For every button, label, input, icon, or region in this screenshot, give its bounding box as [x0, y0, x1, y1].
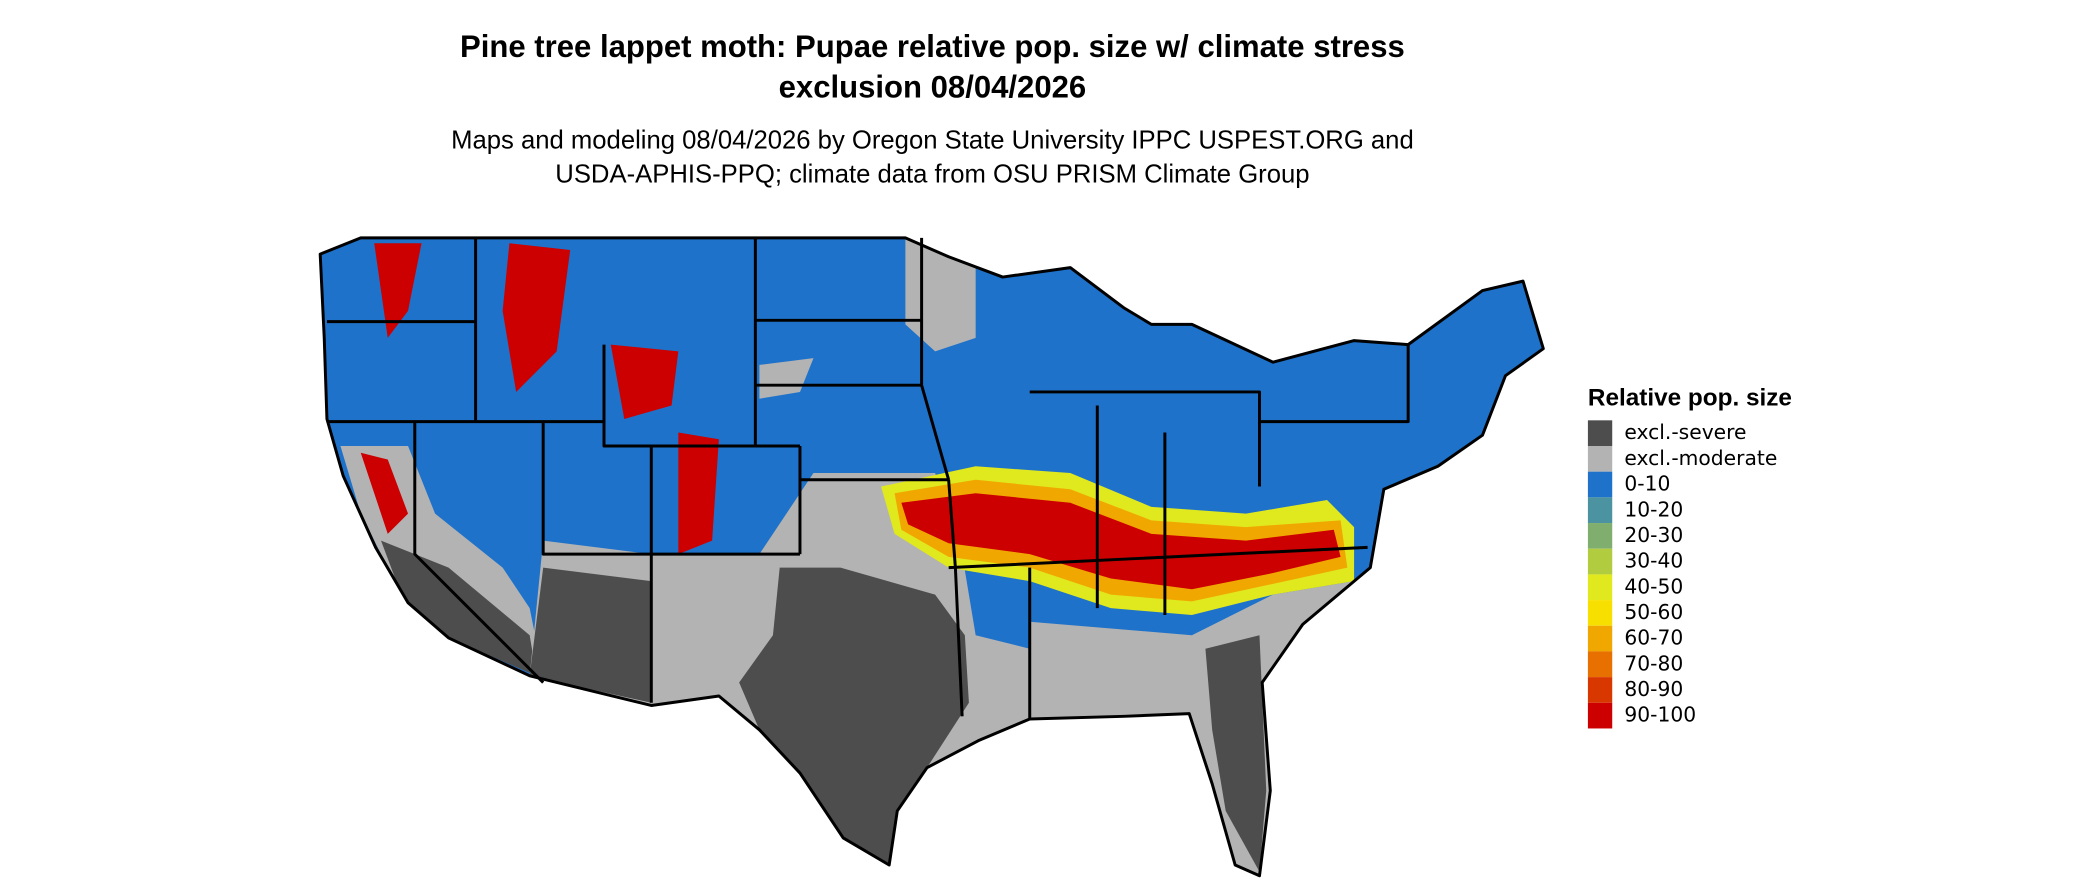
region-darkgray — [529, 567, 969, 865]
legend-label: 0-10 — [1624, 472, 1670, 496]
subtitle: USDA-APHIS-PPQ; climate data from OSU PR… — [555, 160, 1309, 188]
state-border — [326, 237, 1410, 720]
title: Pine tree lappet moth: Pupae relative po… — [460, 29, 1405, 64]
legend-swatch — [1587, 523, 1613, 549]
legend-swatch — [1587, 446, 1613, 472]
legend-swatch — [1587, 677, 1613, 703]
legend-label: excl.-severe — [1624, 420, 1746, 444]
legend-label: 70-80 — [1624, 651, 1683, 675]
legend-label: 50-60 — [1624, 600, 1683, 624]
region-red — [901, 493, 1341, 590]
legend-label: excl.-moderate — [1624, 446, 1777, 470]
legend-label: 90-100 — [1624, 703, 1696, 727]
subtitle: Maps and modeling 08/04/2026 by Oregon S… — [451, 127, 1414, 155]
us-map — [318, 236, 1545, 878]
legend-swatch — [1587, 574, 1613, 601]
region-darkgray — [1205, 635, 1267, 872]
legend: Relative pop. size excl.-severeexcl.-mod… — [1587, 384, 1792, 729]
legend-swatch — [1587, 651, 1613, 678]
legend-title: Relative pop. size — [1588, 384, 1792, 411]
legend-swatch — [1587, 702, 1613, 729]
legend-label: 20-30 — [1624, 523, 1683, 547]
legend-swatch — [1587, 548, 1613, 575]
title: exclusion 08/04/2026 — [779, 69, 1087, 104]
legend-swatch — [1587, 625, 1613, 652]
region-red — [360, 243, 719, 555]
legend-swatch — [1587, 497, 1613, 524]
legend-label: 60-70 — [1624, 626, 1683, 650]
legend-label: 30-40 — [1624, 549, 1683, 573]
legend-label: 80-90 — [1624, 677, 1683, 701]
legend-label: 10-20 — [1624, 497, 1683, 521]
region-gray — [1029, 581, 1371, 876]
legend-swatch — [1587, 600, 1613, 626]
legend-swatch — [1587, 471, 1613, 498]
legend-swatch — [1587, 420, 1613, 446]
country-border — [318, 236, 1545, 878]
legend-label: 40-50 — [1624, 574, 1683, 598]
region-darkgray — [381, 540, 537, 676]
